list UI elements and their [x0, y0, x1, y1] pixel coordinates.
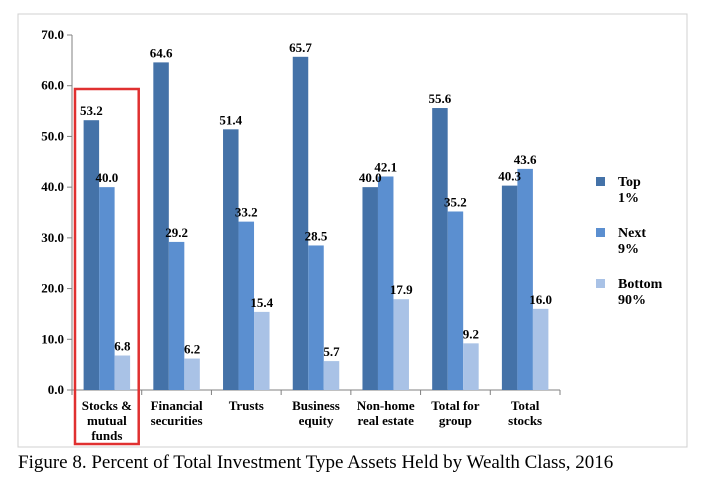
bar	[292, 56, 309, 391]
legend: Top 1% Next 9% Bottom 90%	[596, 175, 663, 308]
data-label: 64.6	[150, 45, 173, 60]
y-tick-label: 10.0	[41, 331, 64, 346]
category-label: Non-home real estate	[357, 398, 415, 428]
y-tick-label: 50.0	[41, 128, 64, 143]
bar	[83, 120, 100, 390]
category-label: Trusts	[229, 398, 264, 413]
bar	[114, 355, 131, 390]
bar	[377, 176, 394, 390]
data-label: 29.2	[165, 225, 188, 240]
bar	[393, 299, 409, 390]
data-label: 43.6	[514, 152, 537, 167]
data-label: 35.2	[444, 194, 467, 209]
legend-swatch	[596, 228, 605, 237]
data-label: 40.0	[95, 170, 118, 185]
legend-swatch	[596, 279, 605, 288]
data-label: 28.5	[305, 228, 328, 243]
data-label: 33.2	[235, 205, 258, 220]
data-label: 40.3	[498, 169, 521, 184]
category-label: Stocks & mutual funds	[82, 398, 132, 443]
bar	[517, 168, 533, 390]
y-tick-label: 0.0	[48, 382, 64, 397]
category-label: Financial securities	[151, 398, 203, 428]
category-label: Total for group	[431, 398, 479, 428]
bar	[501, 185, 518, 390]
y-axis: 0.0 10.0 20.0 30.0 40.0 50.0 60.0 70.0	[41, 27, 560, 397]
bar	[362, 187, 378, 390]
data-label: 16.0	[529, 292, 552, 307]
category-label: Total stocks	[508, 398, 542, 428]
data-label: 6.2	[184, 342, 200, 357]
category-label: Business equity	[292, 398, 340, 428]
bar	[184, 358, 200, 390]
y-tick-label: 40.0	[41, 179, 64, 194]
bar	[238, 221, 255, 390]
bar	[447, 211, 464, 390]
data-label: 51.4	[219, 112, 242, 127]
chart-border	[17, 13, 688, 448]
bar	[153, 62, 169, 391]
legend-entry: Top 1%	[618, 175, 641, 206]
bar	[99, 187, 115, 390]
data-label: 53.2	[80, 103, 103, 118]
data-label: 40.0	[359, 170, 382, 185]
data-labels: 53.2 40.0 6.8 64.6 29.2 6.2 51.4 33.2 15.4 65.7 28…	[80, 40, 552, 359]
data-label: 5.7	[323, 344, 340, 359]
bar	[532, 308, 549, 390]
data-label: 17.9	[390, 282, 413, 297]
bar	[323, 361, 340, 390]
legend-entry: Bottom 90%	[618, 277, 663, 308]
bar	[223, 129, 239, 391]
y-tick-label: 20.0	[41, 281, 64, 296]
figure-caption: Figure 8. Percent of Total Investment Ty…	[18, 452, 614, 473]
bar	[308, 245, 324, 390]
highlight-box	[73, 87, 140, 446]
bar	[168, 241, 185, 390]
category-labels: Stocks & mutual funds Financial securities Tr…	[82, 398, 542, 443]
data-label: 6.8	[114, 339, 131, 354]
bar	[254, 311, 270, 390]
legend-swatch	[596, 177, 605, 186]
bar	[432, 108, 448, 391]
data-label: 55.6	[429, 91, 452, 106]
data-label: 9.2	[463, 326, 479, 341]
legend-entry: Next 9%	[618, 226, 646, 257]
data-label: 15.4	[250, 295, 273, 310]
y-tick-label: 70.0	[41, 27, 64, 42]
y-tick-label: 30.0	[41, 230, 64, 245]
data-label: 42.1	[374, 159, 397, 174]
data-label: 65.7	[289, 40, 312, 55]
bars	[71, 56, 561, 395]
y-tick-label: 60.0	[41, 78, 64, 93]
bar	[463, 343, 479, 390]
